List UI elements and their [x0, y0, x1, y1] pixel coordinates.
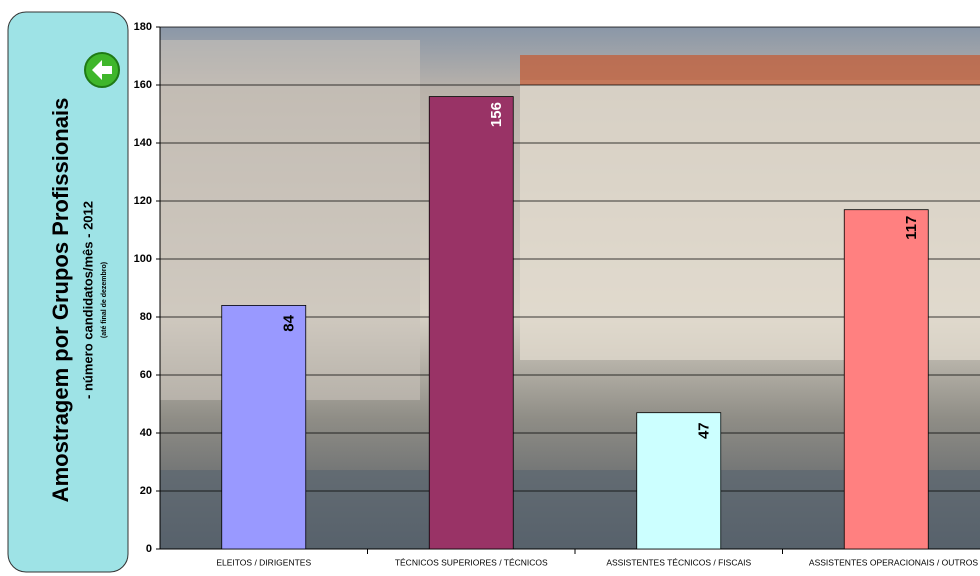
- y-tick-label: 100: [134, 253, 152, 265]
- y-tick-label: 0: [146, 543, 152, 555]
- value-label: 84: [281, 314, 298, 331]
- y-tick-label: 60: [140, 369, 152, 381]
- y-tick-label: 140: [134, 137, 152, 149]
- y-tick-label: 80: [140, 311, 152, 323]
- chart-subtitle: - número candidatos/mês - 2012: [80, 201, 95, 399]
- bar: [222, 305, 306, 549]
- x-tick-label: ASSISTENTES OPERACIONAIS / OUTROS: [809, 557, 978, 567]
- bar: [429, 97, 513, 549]
- y-tick-label: 160: [134, 79, 152, 91]
- x-tick-label: ASSISTENTES TÉCNICOS / FISCAIS: [606, 557, 751, 567]
- chart-title: Amostragem por Grupos Profissionais: [48, 98, 73, 503]
- value-label: 47: [696, 422, 713, 439]
- x-tick-label: TÉCNICOS SUPERIORES / TÉCNICOS: [395, 557, 548, 567]
- back-button[interactable]: [85, 53, 119, 87]
- value-label: 156: [488, 102, 505, 127]
- roof: [520, 55, 980, 85]
- x-tick-label: ELEITOS / DIRIGENTES: [216, 557, 311, 567]
- chart: Amostragem por Grupos Profissionais - nú…: [0, 0, 980, 576]
- y-tick-label: 20: [140, 485, 152, 497]
- bar: [844, 210, 928, 549]
- chart-note: (até final de dezembro): [101, 262, 108, 338]
- y-tick-label: 40: [140, 427, 152, 439]
- y-tick-label: 180: [134, 21, 152, 33]
- y-tick-label: 120: [134, 195, 152, 207]
- value-label: 117: [903, 216, 920, 240]
